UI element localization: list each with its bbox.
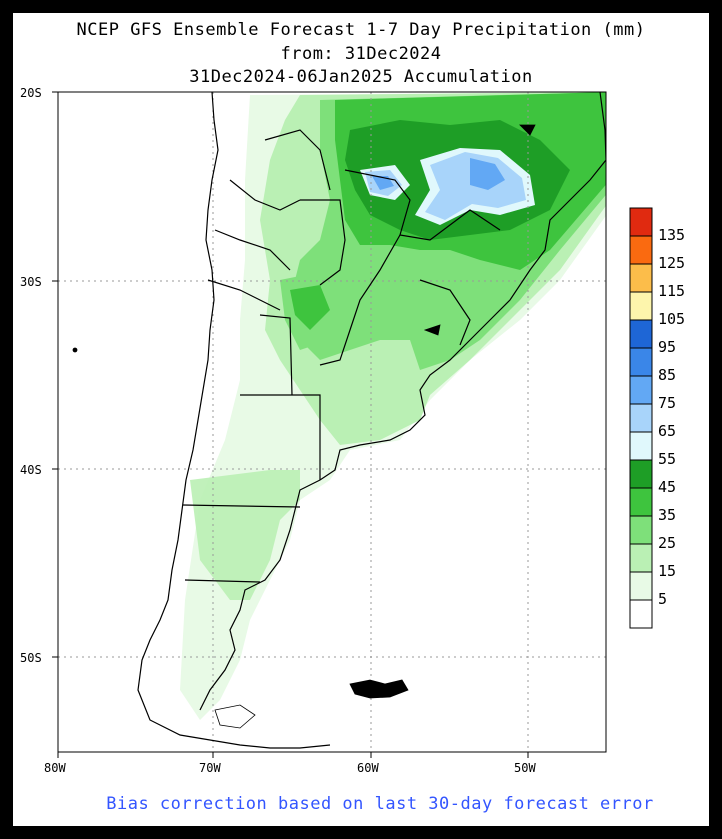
legend-swatch (629, 515, 653, 545)
lat-label-50s: 50S (20, 651, 42, 665)
legend-label: 105 (658, 310, 686, 328)
precip-15mm-south (190, 470, 300, 600)
lat-label-40s: 40S (20, 463, 42, 477)
legend-swatch (629, 291, 653, 321)
lat-label-20s: 20S (20, 86, 42, 100)
legend-swatch (629, 431, 653, 461)
legend-label: 15 (658, 562, 677, 580)
precip-layer (180, 92, 606, 720)
legend-label: 125 (658, 254, 686, 272)
plot-ticks (52, 91, 529, 758)
legend-swatch (629, 347, 653, 377)
legend-label: 45 (658, 478, 677, 496)
legend-label: 25 (658, 534, 677, 552)
legend-swatch (629, 207, 653, 237)
legend-label: 115 (658, 282, 686, 300)
lon-label-50w: 50W (514, 761, 536, 775)
precip-35mm-patch (290, 285, 330, 330)
legend-swatch (629, 375, 653, 405)
gridlines (58, 92, 606, 752)
legend-swatch (629, 599, 653, 629)
legend-label: 95 (658, 338, 677, 356)
legend-swatch (629, 543, 653, 573)
lon-label-60w: 60W (357, 761, 379, 775)
color-legend (629, 207, 653, 629)
precip-75mm-area (372, 158, 505, 190)
lat-label-30s: 30S (20, 275, 42, 289)
lon-label-70w: 70W (199, 761, 221, 775)
legend-swatch (629, 263, 653, 293)
legend-swatch (629, 403, 653, 433)
legend-label: 55 (658, 450, 677, 468)
plot-border (57, 91, 607, 753)
legend-label: 135 (658, 226, 686, 244)
legend-label: 65 (658, 422, 677, 440)
legend-swatch (629, 487, 653, 517)
islands (72, 124, 536, 729)
title-line-1: NCEP GFS Ensemble Forecast 1-7 Day Preci… (76, 20, 646, 40)
bias-correction-note: Bias correction based on last 30-day for… (106, 794, 654, 814)
legend-label: 35 (658, 506, 677, 524)
lon-label-80w: 80W (44, 761, 66, 775)
legend-swatch (629, 319, 653, 349)
legend-swatch (629, 235, 653, 265)
legend-swatch (629, 571, 653, 601)
title-line-2: from: 31Dec2024 (280, 44, 442, 64)
coastlines (137, 92, 606, 749)
legend-label: 5 (658, 590, 668, 608)
legend-swatch (629, 459, 653, 489)
legend-label: 85 (658, 366, 677, 384)
title-line-3: 31Dec2024-06Jan2025 Accumulation (189, 67, 533, 87)
legend-label: 75 (658, 394, 677, 412)
